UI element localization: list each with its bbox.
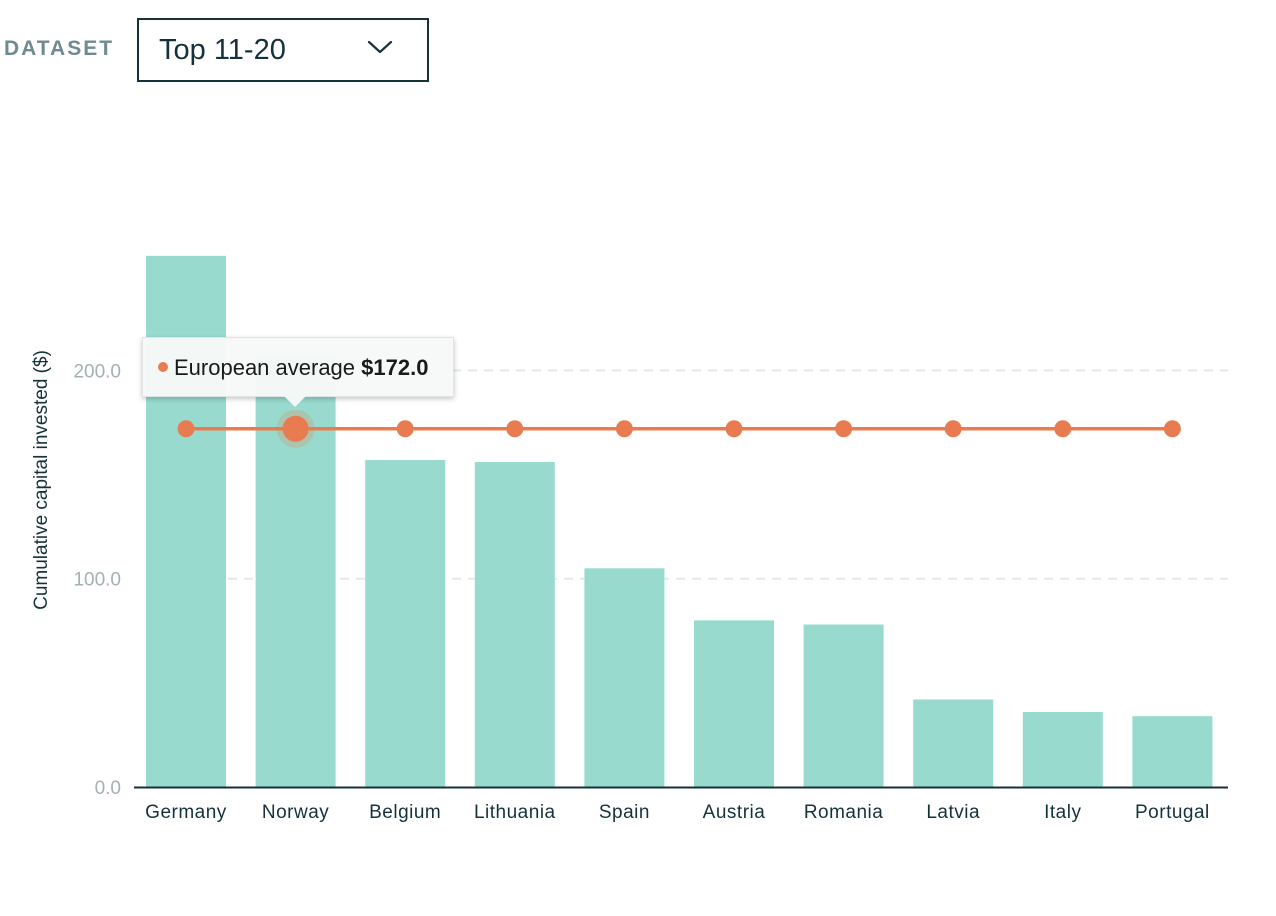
- tooltip-label: European average: [174, 355, 356, 380]
- tooltip-arrow: [284, 396, 306, 407]
- average-point: [396, 420, 414, 438]
- y-tick-label: 0.0: [95, 778, 121, 799]
- average-point: [725, 420, 743, 438]
- average-line: [177, 409, 1181, 448]
- x-tick-label: Lithuania: [474, 802, 556, 823]
- x-tick-label: Romania: [804, 802, 884, 823]
- average-point: [944, 420, 962, 438]
- bar-portugal: [1132, 716, 1213, 787]
- dataset-selected-value: Top 11-20: [159, 34, 286, 66]
- tooltip-value: $172.0: [361, 355, 429, 380]
- chevron-down-icon: [367, 40, 393, 54]
- bar-belgium: [365, 459, 446, 787]
- bar-lithuania: [474, 462, 555, 787]
- average-point: [177, 420, 195, 438]
- labels: 0.0 100.0 200.0 Germany Norway Belgium Lithuan…: [31, 350, 1210, 823]
- x-tick-label: Norway: [262, 802, 329, 823]
- tooltip: European average $172.0: [142, 337, 454, 407]
- average-point: [506, 420, 524, 438]
- average-point: [615, 420, 633, 438]
- bar-italy: [1022, 712, 1103, 787]
- bar-romania: [803, 624, 884, 787]
- x-tick-label: Belgium: [369, 802, 441, 823]
- bar-latvia: [913, 699, 994, 787]
- y-tick-label: 200.0: [73, 361, 121, 382]
- dataset-label: DATASET: [4, 37, 115, 60]
- bar-spain: [584, 568, 665, 787]
- y-axis-title: Cumulative capital invested ($): [31, 350, 52, 610]
- bars: [146, 255, 1213, 787]
- y-tick-label: 100.0: [73, 570, 121, 591]
- x-tick-label: Italy: [1044, 802, 1081, 823]
- average-point: [1054, 420, 1072, 438]
- x-tick-label: Latvia: [926, 802, 980, 823]
- bar-austria: [694, 620, 774, 787]
- average-point: [835, 420, 853, 438]
- average-point: [1163, 420, 1181, 438]
- bar-germany: [146, 255, 226, 787]
- average-point-highlighted: [282, 415, 309, 442]
- x-tick-label: Spain: [599, 802, 650, 823]
- x-tick-label: Austria: [703, 802, 766, 823]
- x-tick-label: Germany: [145, 802, 227, 823]
- tooltip-series-dot: [158, 362, 168, 373]
- dataset-dropdown[interactable]: Top 11-20: [137, 18, 429, 82]
- x-tick-label: Portugal: [1135, 802, 1210, 823]
